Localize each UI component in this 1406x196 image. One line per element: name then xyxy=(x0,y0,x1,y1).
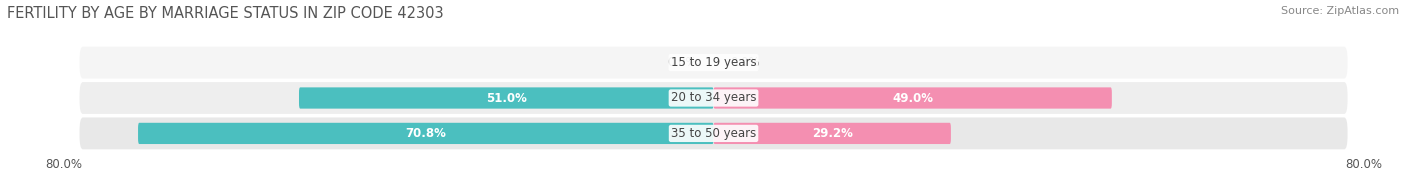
FancyBboxPatch shape xyxy=(713,123,950,144)
FancyBboxPatch shape xyxy=(138,123,713,144)
Text: 20 to 34 years: 20 to 34 years xyxy=(671,92,756,104)
FancyBboxPatch shape xyxy=(299,87,713,109)
FancyBboxPatch shape xyxy=(80,82,1347,114)
Text: 0.0%: 0.0% xyxy=(730,56,759,69)
Text: FERTILITY BY AGE BY MARRIAGE STATUS IN ZIP CODE 42303: FERTILITY BY AGE BY MARRIAGE STATUS IN Z… xyxy=(7,6,444,21)
Text: Source: ZipAtlas.com: Source: ZipAtlas.com xyxy=(1281,6,1399,16)
Text: 29.2%: 29.2% xyxy=(811,127,852,140)
Text: 15 to 19 years: 15 to 19 years xyxy=(671,56,756,69)
Legend: Married, Unmarried: Married, Unmarried xyxy=(628,192,799,196)
FancyBboxPatch shape xyxy=(80,117,1347,149)
Text: 70.8%: 70.8% xyxy=(405,127,446,140)
Text: 51.0%: 51.0% xyxy=(486,92,527,104)
Text: 35 to 50 years: 35 to 50 years xyxy=(671,127,756,140)
FancyBboxPatch shape xyxy=(80,47,1347,79)
Text: 0.0%: 0.0% xyxy=(668,56,697,69)
FancyBboxPatch shape xyxy=(713,87,1112,109)
Text: 49.0%: 49.0% xyxy=(893,92,934,104)
